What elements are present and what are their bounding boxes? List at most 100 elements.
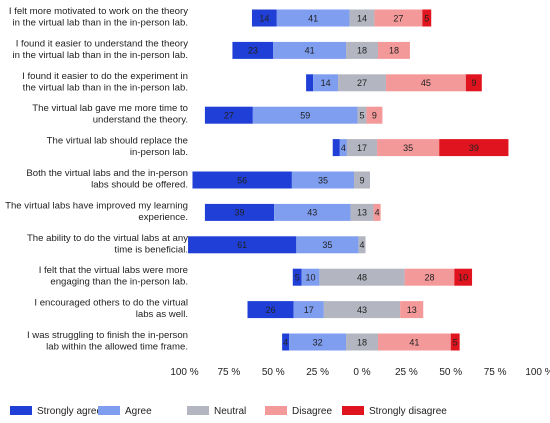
legend-swatch [98,406,120,415]
category-label-line: The ability to do the virtual labs at an… [27,233,188,244]
data-label: 18 [357,337,367,347]
category-label-line: understand the theory. [93,115,188,126]
bar-segment [339,139,347,157]
category-label-line: the virtual lab than in the in-person la… [23,82,188,93]
bar-segment [319,268,405,286]
bar-segment [251,9,277,27]
legend-label: Disagree [292,406,332,417]
data-label: 9 [372,111,377,121]
bar-segment [377,139,440,157]
category-label-line: experience. [138,212,188,223]
data-label: 43 [357,305,367,315]
data-label: 41 [305,46,315,56]
legend-swatch [265,406,287,415]
data-label: 10 [306,273,316,283]
category-label: I encouraged others to do the virtual lab… [34,298,188,321]
data-label: 59 [300,111,310,121]
legend-label: Strongly disagree [369,406,447,417]
bar-segment [276,9,350,27]
data-label: 27 [224,111,234,121]
category-label-line: in-person lab. [130,147,188,158]
bar-segment [357,106,367,124]
legend-label: Agree [125,406,152,417]
category-label-line: I found it easier to do the experiment i… [22,71,188,82]
data-label: 4 [283,337,288,347]
x-tick-label: 50 % [439,367,462,378]
category-label: The ability to do the virtual labs at an… [27,233,188,256]
x-tick-label: 100 % [170,367,198,378]
bar-segment [332,139,340,157]
category-label-line: The virtual labs have improved my learni… [5,200,188,211]
category-label: I found it easier to understand the theo… [13,38,189,61]
legend-swatch [10,406,32,415]
legend-swatch [187,406,209,415]
bar-segment [377,333,451,351]
bar-segment [454,268,473,286]
category-label-line: in the virtual lab than in the in-person… [13,18,188,29]
bar-segment [252,106,358,124]
bar-segment [346,333,378,351]
category-label-line: The virtual lab should replace the [47,136,188,147]
bar-segment [289,333,347,351]
data-label: 5 [295,273,300,283]
bar-segment [273,41,347,59]
category-label-line: I felt that the virtual labs were more [39,265,188,276]
category-label: The virtual lab gave me more time to unde… [32,103,188,126]
bar-segment [323,301,401,319]
data-label: 17 [357,143,367,153]
data-label: 43 [307,208,317,218]
data-label: 13 [407,305,417,315]
bar-segment [358,236,366,254]
category-label-line: labs should be offered. [91,180,188,191]
category-label: The virtual labs have improved my learni… [5,200,188,223]
data-label: 41 [409,337,419,347]
data-label: 14 [357,13,367,23]
data-label: 41 [308,13,318,23]
data-label: 56 [237,175,247,185]
data-label: 39 [469,143,479,153]
bar-segment [465,74,482,92]
data-label: 4 [375,208,380,218]
data-label: 9 [471,78,476,88]
data-label: 61 [237,240,247,250]
bar-segment [293,301,324,319]
data-label: 32 [313,337,323,347]
data-label: 4 [341,143,346,153]
category-label: I found it easier to do the experiment i… [22,71,188,94]
category-label-line: I found it easier to understand the theo… [16,38,188,49]
bar-segment [377,41,410,59]
data-label: 18 [389,46,399,56]
category-label-line: I was struggling to finish the in-person [27,330,188,341]
bar-segment [439,139,509,157]
x-tick-label: 100 % [525,367,550,378]
category-label-line: in the virtual lab than in the in-person… [13,50,188,61]
data-label: 27 [357,78,367,88]
category-label: I was struggling to finish the in-person… [27,330,188,353]
data-label: 13 [357,208,367,218]
legend-label: Neutral [214,406,246,417]
category-label: Both the virtual labs and the in-person l… [26,168,188,191]
category-label-line: labs as well. [136,309,188,320]
category-label-line: I encouraged others to do the virtual [34,298,188,309]
bar-segment [301,268,320,286]
category-label-line: lab within the allowed time frame. [46,342,188,353]
x-tick-label: 75 % [484,367,507,378]
bar-segment [354,171,370,189]
bar-segment [296,236,359,254]
bar-segment [346,41,378,59]
bar-segment [404,268,455,286]
category-label-line: time is beneficial. [114,244,188,255]
bar-segment [313,74,339,92]
bar-segment [422,9,432,27]
data-label: 35 [322,240,332,250]
category-label-line: Both the virtual labs and the in-person [26,168,188,179]
category-label: I felt that the virtual labs were more en… [39,265,188,288]
data-label: 5 [424,13,429,23]
bar-segment [274,203,351,221]
bar-segment [373,203,381,221]
bar-segment [374,9,423,27]
x-axis-ticks: 100 % 75 % 50 % 25 % 0 % 25 % 50 % 75 % 100 % [170,367,550,378]
legend-label: Strongly agree [37,406,102,417]
